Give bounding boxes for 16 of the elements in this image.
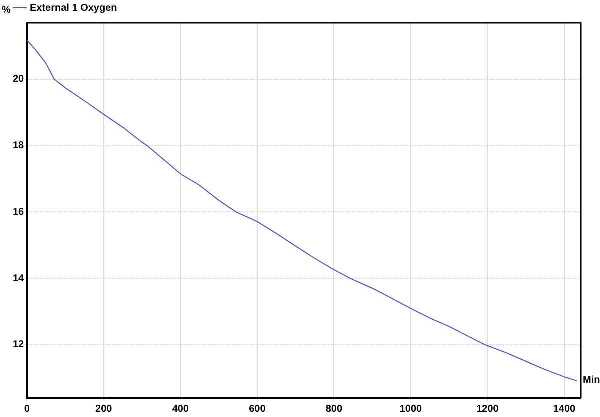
y-axis-title: % [2,4,11,16]
x-tick-label: 1400 [553,404,576,415]
y-tick-label: 20 [13,74,25,86]
x-tick-label: 1200 [476,404,500,415]
y-tick-label: 18 [13,140,25,152]
x-tick-label: 600 [249,404,266,415]
x-tick-label: 200 [96,404,113,415]
y-tick-label: 14 [13,273,25,284]
y-tick-label: 12 [13,340,25,351]
legend-label: External 1 Oxygen [30,2,118,14]
x-tick-label: 0 [24,404,30,415]
x-tick-label: 400 [172,404,190,415]
y-tick-label: 16 [13,206,25,218]
x-tick-label: 1000 [400,404,423,415]
x-axis-title: Min [583,374,600,386]
x-tick-label: 800 [326,404,343,415]
